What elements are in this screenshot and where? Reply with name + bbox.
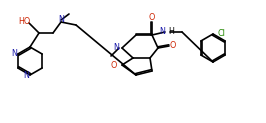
Text: Cl: Cl xyxy=(217,29,225,38)
Text: N: N xyxy=(113,44,119,53)
Text: N: N xyxy=(58,15,64,24)
Text: O: O xyxy=(170,41,176,51)
Text: N: N xyxy=(23,71,29,80)
Text: HO: HO xyxy=(18,16,30,25)
Text: O: O xyxy=(149,13,155,22)
Text: N: N xyxy=(11,48,17,57)
Text: N: N xyxy=(159,28,165,37)
Text: O: O xyxy=(111,61,117,69)
Text: H: H xyxy=(168,28,174,37)
